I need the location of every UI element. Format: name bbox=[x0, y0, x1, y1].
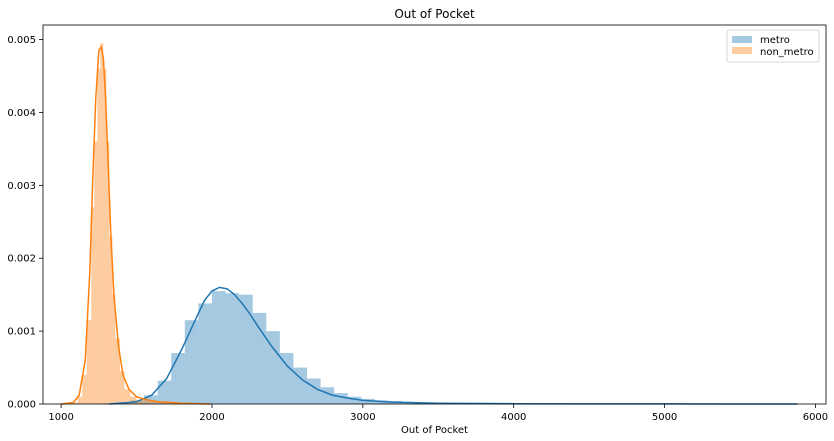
bar-non-metro-17 bbox=[145, 401, 160, 404]
kde-line-non-metro bbox=[61, 44, 211, 405]
bar-non-metro-0 bbox=[73, 402, 78, 404]
legend-label-metro: metro bbox=[760, 35, 790, 46]
bar-metro-15 bbox=[307, 378, 321, 404]
bar-non-metro-5 bbox=[94, 141, 98, 404]
bar-metro-17 bbox=[334, 393, 348, 404]
legend-box bbox=[726, 29, 820, 63]
bar-metro-11 bbox=[252, 312, 267, 404]
x-tick-label-3000: 3000 bbox=[350, 412, 375, 423]
x-axis: 1000 2000 3000 4000 5000 6000 bbox=[48, 404, 828, 423]
bar-metro-3 bbox=[144, 395, 158, 404]
plot-frame bbox=[42, 24, 827, 405]
bar-metro-6 bbox=[184, 320, 199, 404]
histogram-bars bbox=[73, 43, 470, 404]
legend: metro non_metro bbox=[726, 29, 820, 63]
bar-non-metro-10 bbox=[109, 236, 113, 404]
y-tick-label-4: 0.004 bbox=[7, 108, 36, 119]
bar-metro-7 bbox=[198, 303, 212, 404]
bar-non-metro-7 bbox=[100, 43, 104, 404]
kde-curves bbox=[61, 44, 798, 405]
bar-non-metro-8 bbox=[103, 68, 107, 404]
bar-non-metro-4 bbox=[91, 207, 95, 404]
x-tick-label-2000: 2000 bbox=[199, 412, 224, 423]
y-axis: 0.000 0.001 0.002 0.003 0.004 0.005 bbox=[7, 35, 43, 411]
bar-metro-14 bbox=[293, 367, 308, 404]
bar-non-metro-15 bbox=[130, 396, 137, 404]
y-tick-label-1: 0.001 bbox=[7, 327, 36, 338]
legend-label-non-metro: non_metro bbox=[760, 47, 814, 58]
bar-metro-19 bbox=[361, 398, 375, 404]
x-tick-label-1000: 1000 bbox=[48, 412, 73, 423]
y-tick-label-2: 0.002 bbox=[7, 254, 36, 265]
bar-non-metro-12 bbox=[115, 338, 120, 404]
bar-non-metro-11 bbox=[112, 294, 116, 404]
bar-metro-4 bbox=[157, 380, 172, 404]
y-tick-label-5: 0.005 bbox=[7, 35, 36, 46]
bar-non-metro-14 bbox=[124, 389, 131, 404]
bar-metro-12 bbox=[266, 331, 280, 404]
bar-non-metro-6 bbox=[97, 68, 101, 404]
bar-non-metro-2 bbox=[82, 374, 87, 404]
x-tick-label-4000: 4000 bbox=[501, 412, 526, 423]
chart-title: Out of Pocket bbox=[394, 7, 475, 21]
bar-metro-18 bbox=[347, 396, 362, 404]
bar-metro-9 bbox=[225, 293, 240, 404]
bar-metro-13 bbox=[279, 352, 294, 404]
kde-line-metro bbox=[109, 286, 798, 405]
bar-metro-8 bbox=[211, 291, 226, 404]
y-tick-label-3: 0.003 bbox=[7, 181, 36, 192]
bar-non-metro-9 bbox=[106, 141, 110, 404]
legend-swatch-non-metro bbox=[732, 47, 752, 54]
bar-non-metro-13 bbox=[119, 371, 125, 404]
bar-metro-10 bbox=[239, 294, 253, 404]
bar-non-metro-3 bbox=[86, 320, 92, 404]
legend-swatch-metro bbox=[732, 36, 752, 43]
bar-non-metro-1 bbox=[77, 396, 83, 404]
x-axis-label: Out of Pocket bbox=[401, 425, 468, 436]
y-tick-label-0: 0.000 bbox=[7, 400, 36, 411]
bar-non-metro-16 bbox=[136, 399, 146, 404]
x-tick-label-5000: 5000 bbox=[652, 412, 677, 423]
x-tick-label-6000: 6000 bbox=[803, 412, 828, 423]
bar-metro-5 bbox=[171, 352, 185, 404]
